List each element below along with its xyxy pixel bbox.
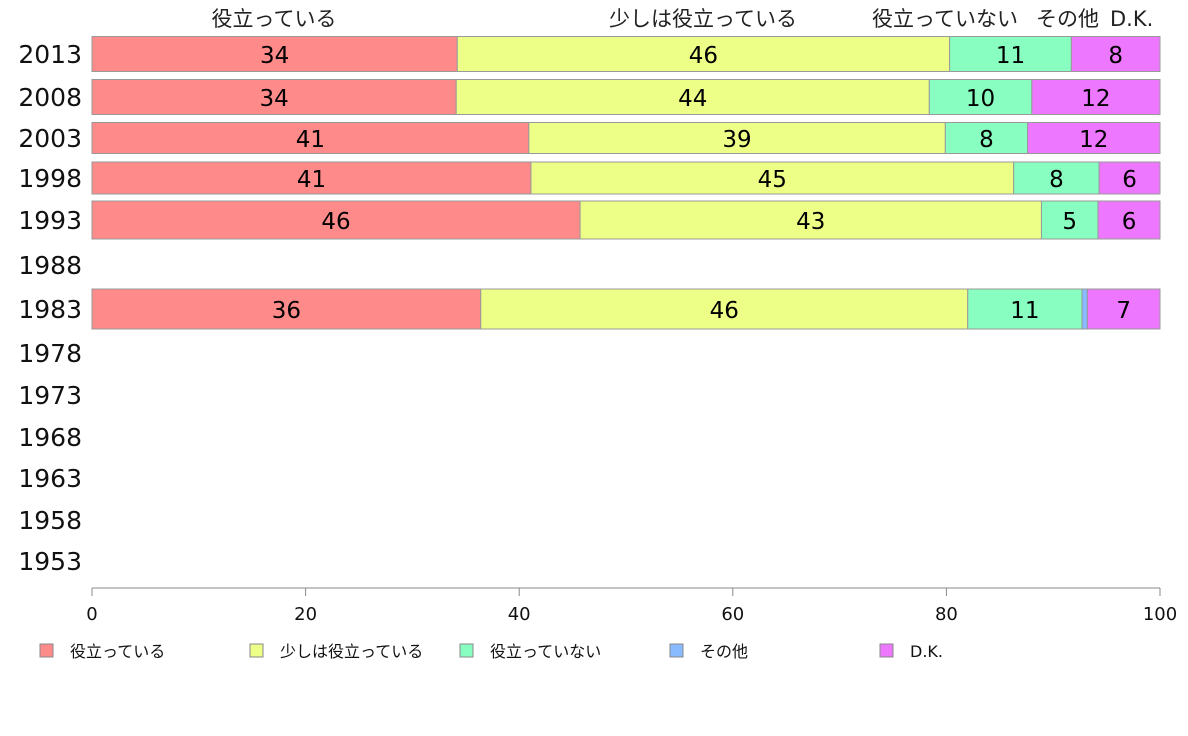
y-tick-label: 1968 [18,423,82,452]
data-label: 12 [1079,127,1108,153]
x-tick-label: 40 [508,604,531,625]
y-tick-label: 1963 [18,464,82,493]
bar-segment [456,36,951,72]
data-label: 45 [758,167,787,193]
data-label: 6 [1122,167,1137,193]
legend-swatch [39,643,54,658]
legend-label: その他 [700,642,748,661]
bar-segment [1081,288,1088,330]
data-label: 11 [996,43,1025,69]
bar-segment [91,200,581,240]
data-label: 46 [710,298,739,324]
bar-segment [1027,122,1161,154]
x-tick-label: 0 [86,604,97,625]
bar-segment [1086,288,1161,330]
legend-label: 役立っていない [490,642,601,661]
header-label: 少しは役立っている [609,7,797,31]
x-tick-label: 80 [935,604,958,625]
header-label: D.K. [1110,7,1153,31]
bar-segment [1097,200,1161,240]
data-label: 44 [678,86,707,112]
header-label: 役立っていない [872,7,1018,31]
data-label: 41 [296,127,325,153]
data-label: 7 [1116,298,1131,324]
bar-segment [1070,36,1161,72]
bar-segment [91,79,457,115]
y-tick-label: 1978 [18,339,82,368]
data-label: 34 [259,86,288,112]
bar-segment [579,200,1042,240]
legend-swatch [459,643,474,658]
y-tick-label: 1953 [18,547,82,576]
legend-label: D.K. [910,642,943,661]
data-label: 12 [1081,86,1110,112]
x-tick-label: 20 [294,604,317,625]
x-tick-label: 100 [1143,604,1177,625]
bar-segment [928,79,1033,115]
y-tick-label: 1998 [18,164,82,193]
data-label: 11 [1010,298,1039,324]
data-label: 46 [321,209,350,235]
y-tick-label: 1983 [18,295,82,324]
bar-segment [1031,79,1161,115]
y-tick-label: 2008 [18,83,82,112]
legend-swatch [669,643,684,658]
header-label: 役立っている [212,7,337,31]
x-tick-label: 60 [721,604,744,625]
bar-segment [91,161,532,195]
y-tick-label: 2003 [18,124,82,153]
bar-segment [1040,200,1099,240]
y-tick-label: 1973 [18,381,82,410]
data-label: 8 [1108,43,1123,69]
bar-segment [1098,161,1161,195]
data-label: 46 [689,43,718,69]
data-label: 5 [1062,209,1077,235]
data-label: 8 [1049,167,1064,193]
data-label: 43 [796,209,825,235]
data-label: 36 [272,298,301,324]
data-label: 10 [966,86,995,112]
data-label: 6 [1122,209,1137,235]
data-label: 39 [722,127,751,153]
bar-segment [91,36,458,72]
header-label: その他 [1036,7,1099,31]
data-label: 41 [297,167,326,193]
y-tick-label: 2013 [18,40,82,69]
data-label: 34 [260,43,289,69]
bar-segment [528,122,946,154]
bar-segment [480,288,969,330]
y-tick-label: 1988 [18,251,82,280]
bar-segment [949,36,1072,72]
bar-segment [91,122,530,154]
data-label: 8 [979,127,994,153]
legend-swatch [879,643,894,658]
y-tick-label: 1993 [18,206,82,235]
legend-swatch [249,643,264,658]
bar-segment [967,288,1083,330]
y-tick-label: 1958 [18,506,82,535]
bar-segment [530,161,1015,195]
bar-segment [91,288,482,330]
legend-label: 役立っている [70,642,165,661]
bar-segment [455,79,930,115]
legend-label: 少しは役立っている [280,642,423,661]
